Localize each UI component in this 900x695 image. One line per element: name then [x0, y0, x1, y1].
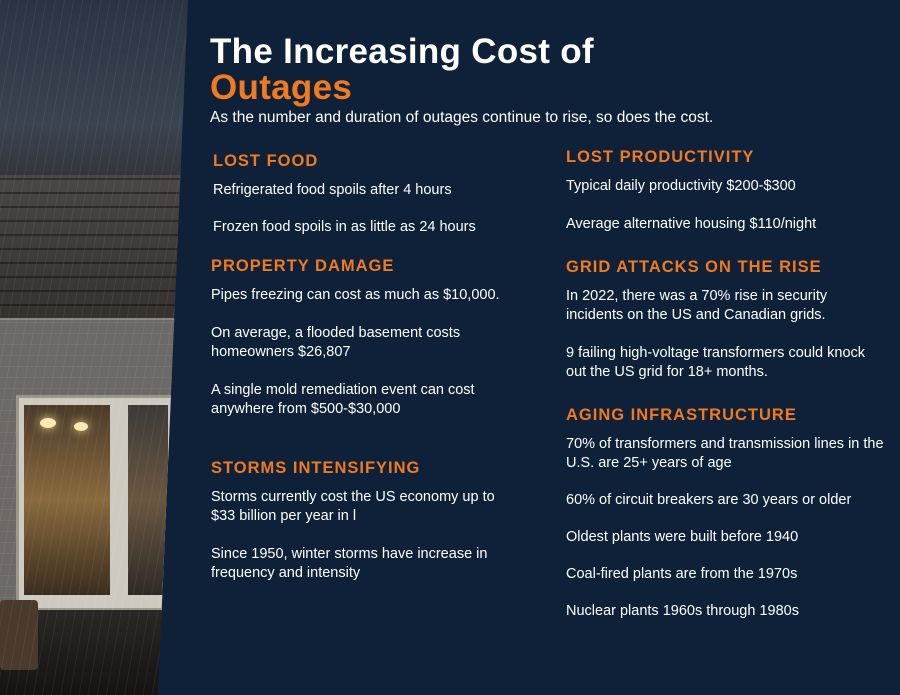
section-heading: AGING INFRASTRUCTURE [566, 406, 797, 424]
section-item: 9 failing high-voltage transformers coul… [566, 345, 866, 380]
section-item: Storms currently cost the US economy up … [211, 489, 495, 524]
title-line-2: Outages [210, 68, 353, 107]
section-lost-food: LOST FOOD Refrigerated food spoils after… [213, 152, 523, 255]
roof-shingles [0, 175, 188, 320]
lit-window [24, 405, 110, 595]
section-item: Coal-fired plants are from the 1970s [566, 566, 798, 582]
section-item: Since 1950, winter storms have increase … [211, 546, 488, 581]
title-line-1: The Increasing Cost of [210, 32, 594, 71]
section-heading: GRID ATTACKS ON THE RISE [566, 258, 822, 276]
house-in-storm-photo [0, 0, 188, 695]
section-lost-productivity: LOST PRODUCTIVITY Typical daily producti… [566, 148, 886, 253]
section-heading: STORMS INTENSIFYING [211, 459, 421, 477]
section-heading: PROPERTY DAMAGE [211, 257, 395, 275]
side-window [128, 405, 168, 595]
section-storms-intensifying: STORMS INTENSIFYING Storms currently cos… [211, 459, 521, 602]
section-item: Pipes freezing can cost as much as $10,0… [211, 287, 500, 303]
section-property-damage: PROPERTY DAMAGE Pipes freezing can cost … [211, 257, 521, 438]
section-item: In 2022, there was a 70% rise in securit… [566, 288, 828, 323]
section-item: A single mold remediation event can cost… [211, 382, 475, 417]
section-item: Refrigerated food spoils after 4 hours [213, 182, 452, 198]
section-item: Typical daily productivity $200-$300 [566, 178, 796, 194]
ceiling-light [74, 422, 88, 431]
rain-overlay [0, 0, 188, 695]
subtitle: As the number and duration of outages co… [210, 109, 714, 126]
section-item: 70% of transformers and transmission lin… [566, 436, 884, 471]
section-item: On average, a flooded basement costs hom… [211, 325, 461, 360]
section-grid-attacks: GRID ATTACKS ON THE RISE In 2022, there … [566, 258, 886, 401]
ceiling-light [40, 418, 56, 428]
section-item: Frozen food spoils in as little as 24 ho… [213, 219, 476, 235]
page-title: The Increasing Cost of Outages [210, 34, 594, 106]
section-item: Average alternative housing $110/night [566, 216, 817, 232]
section-heading: LOST PRODUCTIVITY [566, 148, 755, 166]
section-aging-infrastructure: AGING INFRASTRUCTURE 70% of transformers… [566, 406, 891, 639]
section-item: 60% of circuit breakers are 30 years or … [566, 492, 852, 508]
section-item: Oldest plants were built before 1940 [566, 529, 799, 545]
section-heading: LOST FOOD [213, 152, 319, 170]
section-item: Nuclear plants 1960s through 1980s [566, 603, 799, 619]
patio-chair [0, 600, 38, 670]
